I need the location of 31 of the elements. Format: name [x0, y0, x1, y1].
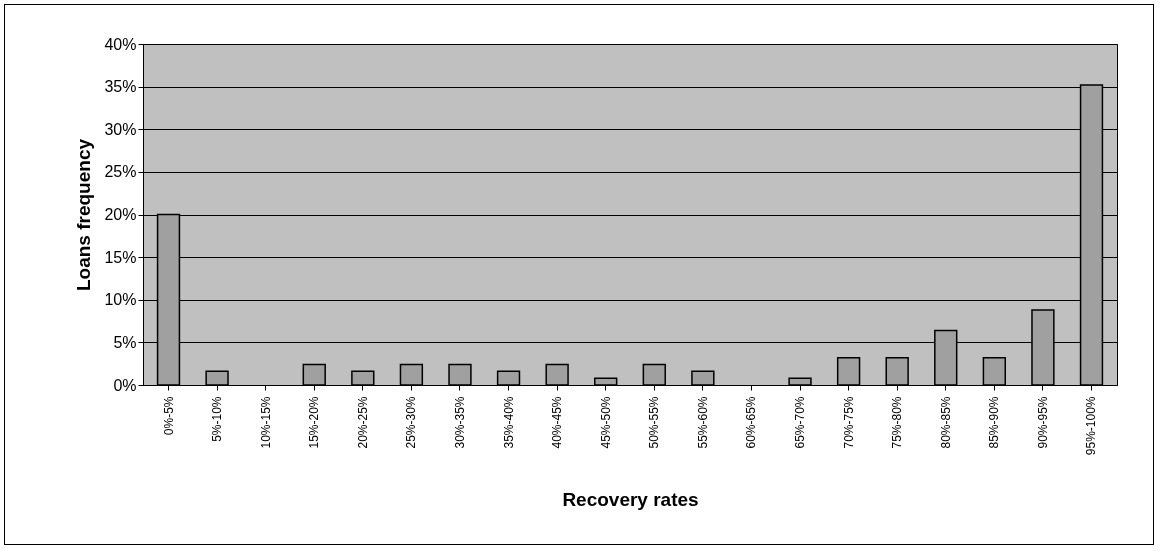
y-tick-label: 5%	[113, 333, 137, 351]
y-tick-label: 35%	[104, 78, 137, 96]
x-tick-label: 25%-30%	[404, 396, 419, 449]
x-tick-label: 70%-75%	[841, 396, 856, 449]
x-tick-label: 15%-20%	[307, 396, 322, 449]
x-tick-label: 30%-35%	[452, 396, 467, 449]
y-tick-label: 30%	[104, 120, 137, 138]
y-axis-title: Loans frequency	[73, 138, 95, 292]
y-tick-label: 15%	[104, 248, 137, 266]
y-tick-label: 20%	[104, 206, 137, 223]
x-tick-label: 90%-95%	[1035, 396, 1050, 449]
x-tick-label: 85%-90%	[987, 396, 1002, 449]
y-tick-label: 0%	[113, 376, 137, 394]
x-tick-label: 80%-85%	[938, 396, 953, 449]
x-tick-label: 10%-15%	[258, 396, 273, 449]
y-tick-label: 40%	[104, 35, 137, 53]
x-tick-label: 60%-65%	[744, 396, 759, 449]
x-tick-label: 20%-25%	[355, 396, 370, 449]
x-tick-label: 5%-10%	[210, 396, 225, 442]
x-tick-label: 45%-50%	[598, 396, 613, 449]
x-tick-label: 35%-40%	[501, 396, 516, 449]
x-axis-title: Recovery rates	[562, 489, 699, 511]
x-tick-label: 75%-80%	[890, 396, 905, 449]
x-tick-label: 55%-60%	[695, 396, 710, 449]
x-tick-label: 65%-70%	[793, 396, 808, 449]
x-tick-label: 95%-100%	[1084, 396, 1099, 456]
y-tick-label: 25%	[104, 163, 137, 181]
x-tick-label: 40%-45%	[550, 396, 565, 449]
y-tick-label: 10%	[104, 291, 137, 309]
x-tick-label: 0%-5%	[161, 396, 176, 436]
x-tick-label: 50%-55%	[647, 396, 662, 449]
